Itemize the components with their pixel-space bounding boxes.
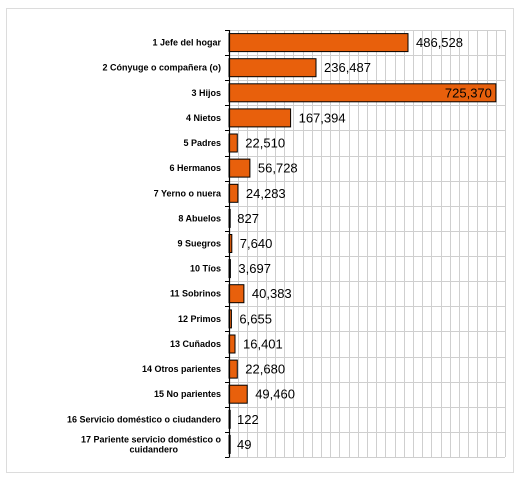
data-label: 40,383 <box>252 286 292 301</box>
bar <box>228 183 239 203</box>
category-tick-label: 6 Hermanos <box>169 163 221 173</box>
data-label: 7,640 <box>240 236 273 251</box>
category-tick-label: 5 Padres <box>183 138 221 148</box>
category-label-line: 14 Otros parientes <box>142 364 221 374</box>
category-label-line: 15 No parientes <box>154 389 221 399</box>
category-tick-label: 2 Cónyuge o compañera (o) <box>102 63 221 73</box>
category-label-line: 13 Cuñados <box>170 339 221 349</box>
category-label-line: 1 Jefe del hogar <box>152 38 221 48</box>
category-tick-label: 16 Servicio doméstico o ciudandero <box>67 414 222 424</box>
category-label-line: 4 Nietos <box>186 113 221 123</box>
data-label: 6,655 <box>239 311 272 326</box>
data-label: 24,283 <box>246 186 286 201</box>
data-label: 49 <box>237 437 251 452</box>
data-label: 122 <box>237 412 259 427</box>
chart-frame <box>6 8 514 473</box>
category-tick-label: 1 Jefe del hogar <box>152 38 221 48</box>
bar <box>228 133 238 153</box>
category-label-line: 9 Suegros <box>177 239 221 249</box>
bar <box>228 384 248 404</box>
data-label: 827 <box>237 211 259 226</box>
category-label-line: 7 Yerno o nuera <box>154 188 222 198</box>
category-tick-label: 7 Yerno o nuera <box>154 188 222 198</box>
category-label-line: 6 Hermanos <box>169 163 221 173</box>
category-label-line: cuidandero <box>129 444 178 454</box>
data-label: 725,370 <box>445 85 492 100</box>
bar <box>228 108 292 128</box>
data-label: 236,487 <box>324 60 371 75</box>
data-label: 22,510 <box>245 136 285 151</box>
data-label: 49,460 <box>255 387 295 402</box>
category-label-line: 3 Hijos <box>191 88 221 98</box>
category-tick-label: 9 Suegros <box>177 239 221 249</box>
category-tick-label: 3 Hijos <box>191 88 221 98</box>
data-label: 56,728 <box>258 161 298 176</box>
data-label: 22,680 <box>245 362 285 377</box>
data-label: 16,401 <box>243 337 283 352</box>
data-label: 486,528 <box>416 35 463 50</box>
category-label-line: 16 Servicio doméstico o ciudandero <box>67 414 222 424</box>
category-tick-label: 8 Abuelos <box>178 213 221 223</box>
category-tick-label: 11 Sobrinos <box>170 289 221 299</box>
category-tick-label: 4 Nietos <box>186 113 221 123</box>
bar <box>228 284 245 304</box>
bar <box>228 359 238 379</box>
category-label-line: 12 Primos <box>178 314 221 324</box>
bar <box>228 33 409 53</box>
category-tick-label: 13 Cuñados <box>170 339 221 349</box>
category-tick-label: 15 No parientes <box>154 389 221 399</box>
category-tick-label: 17 Pariente servicio doméstico o cuidande… <box>81 434 222 454</box>
category-label-line: 8 Abuelos <box>178 213 221 223</box>
category-label-line: 2 Cónyuge o compañera (o) <box>102 63 221 73</box>
bar <box>228 58 317 78</box>
category-tick-label: 10 Tíos <box>190 264 221 274</box>
data-label: 167,394 <box>299 110 346 125</box>
category-label-line: 17 Pariente servicio doméstico o <box>81 434 222 444</box>
category-label-line: 5 Padres <box>183 138 221 148</box>
data-label: 3,697 <box>238 261 271 276</box>
category-label-line: 11 Sobrinos <box>170 289 221 299</box>
category-label-line: 10 Tíos <box>190 264 221 274</box>
category-tick-label: 14 Otros parientes <box>142 364 221 374</box>
category-tick-label: 12 Primos <box>178 314 221 324</box>
bar <box>228 158 251 178</box>
